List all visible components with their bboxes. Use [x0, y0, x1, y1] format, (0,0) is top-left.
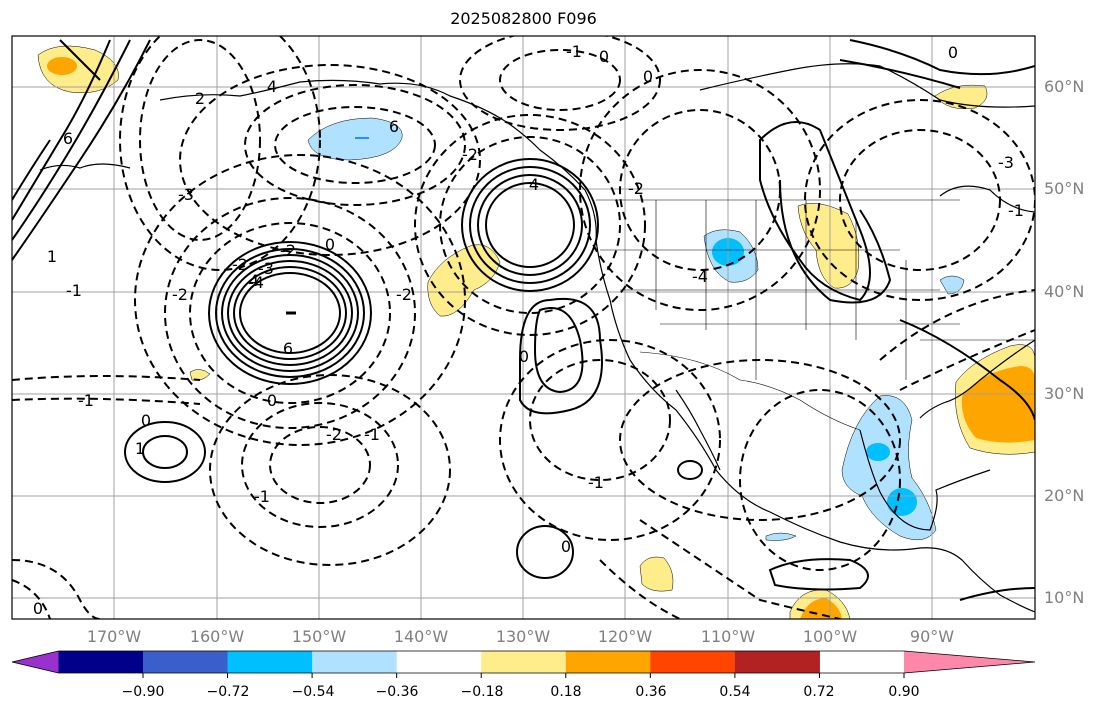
negative-contours	[12, 36, 1035, 619]
lon-label: 140°W	[393, 627, 449, 646]
shade-pos-pacific-south	[639, 556, 674, 592]
contour-label: 0	[561, 537, 571, 556]
colorbar-tick-label: −0.90	[121, 684, 165, 700]
contour-label: 0	[267, 391, 277, 410]
colorbar-tick-label: 0.36	[635, 684, 667, 700]
colorbar-extend-min	[12, 651, 59, 673]
lat-label: 40°N	[1044, 282, 1085, 301]
colorbar-segment	[312, 651, 398, 673]
lat-label: 60°N	[1044, 77, 1085, 96]
contour-label: 0	[519, 347, 529, 366]
contour-label: -2	[280, 241, 296, 260]
shade-neg-gulf-core2	[887, 488, 917, 516]
shade-pos-nw-core	[47, 57, 77, 75]
colorbar-segment	[58, 651, 144, 673]
contour-label: -3	[998, 153, 1014, 172]
contour-label: -3	[178, 185, 194, 204]
contour-label: 0	[325, 235, 335, 254]
lat-label: 50°N	[1044, 179, 1085, 198]
map-border	[11, 35, 1036, 620]
colorbar-tick-label: −0.72	[206, 684, 250, 700]
lon-label: 170°W	[86, 627, 142, 646]
shade-neg-gulf-core1	[866, 443, 890, 461]
lon-label: 130°W	[495, 627, 551, 646]
contour-label: 6	[63, 129, 73, 148]
contour-label: -2	[628, 179, 644, 198]
colorbar-segment	[143, 651, 229, 673]
contour-label: 0	[643, 67, 653, 86]
colorbar-tick-label: 0.54	[719, 684, 751, 700]
contour-label: 4	[529, 175, 539, 194]
contour-label: 0	[141, 411, 151, 430]
contour-label: -1	[364, 425, 380, 444]
lon-label: 160°W	[189, 627, 245, 646]
contour-label: 6	[283, 339, 293, 358]
contour-label: -1	[254, 487, 270, 506]
contour-label: 2	[195, 89, 205, 108]
lat-label: 30°N	[1044, 384, 1085, 403]
shade-pos-plains	[797, 203, 860, 289]
contour-label: -1	[566, 42, 582, 61]
contour-label: -1	[66, 281, 82, 300]
contour-label: 1	[47, 247, 57, 266]
shade-pos-southeast-core	[961, 366, 1035, 443]
colorbar-outline	[11, 650, 1036, 674]
contour-label: 4	[267, 77, 277, 96]
contour-label: -2	[326, 425, 342, 444]
shaded-anomalies	[37, 45, 1035, 619]
contour-label: -3	[258, 259, 274, 278]
contour-label: 0	[33, 599, 43, 618]
colorbar-tick-label: 0.72	[803, 684, 835, 700]
colorbar	[11, 650, 1036, 678]
colorbar-extend-max	[904, 651, 1035, 673]
colorbar-tick-label: 0.90	[888, 684, 920, 700]
contour-label: -1	[1008, 201, 1024, 220]
colorbar-segment	[565, 651, 651, 673]
colorbar-tick-label: −0.18	[460, 684, 504, 700]
contour-label: -4	[248, 273, 264, 292]
lat-label: 20°N	[1044, 486, 1085, 505]
lon-label: 90°W	[909, 627, 955, 646]
contour-label: -1	[588, 473, 604, 492]
contour-label: -4	[692, 267, 708, 286]
contour-label: -2	[172, 285, 188, 304]
shade-pos-equatorial-core	[800, 598, 842, 619]
lon-label: 120°W	[597, 627, 653, 646]
map-title: 2025082800 F096	[450, 9, 597, 28]
positive-contours	[12, 39, 1035, 601]
contour-label: 0	[599, 47, 609, 66]
shade-neg-small	[765, 532, 797, 541]
political-borders	[596, 199, 1035, 431]
colorbar-tick-label: 0.18	[550, 684, 582, 700]
colorbar-segment	[396, 651, 482, 673]
contour-label: -2	[396, 285, 412, 304]
contour-label: 6	[389, 117, 399, 136]
lon-label: 100°W	[802, 627, 858, 646]
colorbar-segment	[650, 651, 736, 673]
graticule	[12, 36, 1035, 619]
shade-neg-lakes	[939, 275, 965, 295]
lat-label: 10°N	[1044, 588, 1085, 607]
lon-label: 110°W	[700, 627, 756, 646]
contour-label: -2	[462, 145, 478, 164]
colorbar-tick-label: −0.36	[375, 684, 419, 700]
contour-label: 0	[948, 43, 958, 62]
contour-labels: -1 0 0 0 6 4 2 -3 -2 -1 1 -2 -4 -3 4 6 -…	[33, 42, 1024, 618]
coastlines	[39, 63, 1035, 613]
contour-label: -1	[78, 391, 94, 410]
lon-label: 150°W	[291, 627, 347, 646]
contour-label: -2	[232, 255, 248, 274]
colorbar-tick-label: −0.54	[291, 684, 335, 700]
colorbar-segment	[734, 651, 820, 673]
colorbar-segment	[227, 651, 313, 673]
contour-label: 4	[249, 271, 259, 290]
contour-label: 1	[135, 439, 145, 458]
colorbar-segment	[481, 651, 567, 673]
